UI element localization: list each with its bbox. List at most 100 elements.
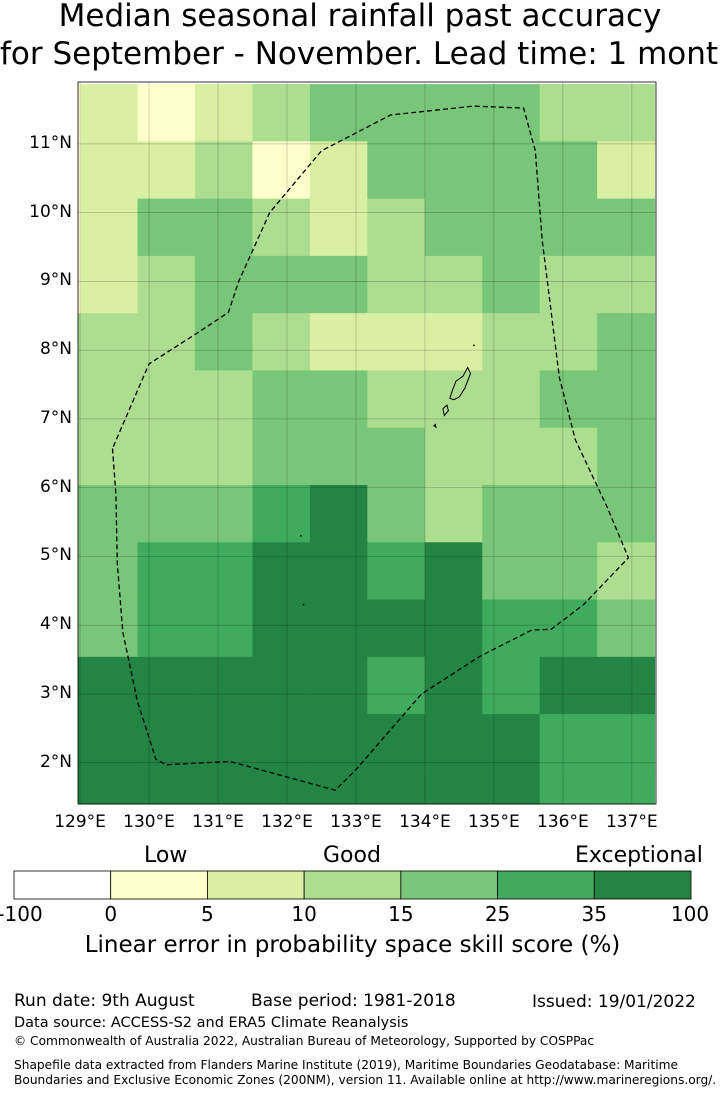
- grid-cell-edge: [78, 771, 81, 805]
- grid-cell: [194, 255, 253, 314]
- grid-cell: [539, 599, 598, 658]
- grid-cell: [539, 255, 598, 314]
- grid-cell: [597, 198, 656, 257]
- grid-cell-edge: [78, 198, 81, 257]
- grid-cell: [539, 771, 598, 805]
- colorbar-tick: 5: [201, 902, 214, 926]
- category-good: Good: [323, 843, 381, 868]
- copyright: © Commonwealth of Australia 2022, Austra…: [14, 1034, 595, 1048]
- grid-cell: [367, 198, 426, 257]
- grid-cell: [309, 198, 368, 257]
- grid-cell: [482, 656, 541, 715]
- lat-label-11n: 11°N: [29, 132, 72, 153]
- grid-cell: [597, 656, 656, 715]
- islet-dot: [473, 344, 475, 347]
- colorbar: [13, 870, 692, 900]
- grid-cell-edge: [78, 313, 81, 371]
- grid-cell: [80, 714, 139, 772]
- grid-cell: [597, 599, 656, 658]
- grid-cell: [424, 84, 483, 142]
- grid-cell: [137, 771, 196, 805]
- grid-cell: [597, 427, 656, 486]
- issued-date: Issued: 19/01/2022: [532, 992, 696, 1012]
- grid-cell: [194, 141, 253, 200]
- grid-cell: [194, 370, 253, 429]
- grid-cell: [539, 714, 598, 772]
- grid-cell: [252, 771, 311, 805]
- grid-cell: [482, 427, 541, 486]
- grid-cell: [252, 198, 311, 257]
- grid-cell: [424, 427, 483, 486]
- grid-cell: [539, 313, 598, 371]
- grid-cell: [80, 198, 139, 257]
- grid-cell: [252, 656, 311, 715]
- grid-cell: [539, 485, 598, 543]
- grid-cell: [309, 84, 368, 142]
- grid-cell: [137, 485, 196, 543]
- grid-cell: [539, 84, 598, 142]
- grid-cell-edge: [78, 656, 81, 715]
- grid-cell: [252, 714, 311, 772]
- lat-label-8n: 8°N: [39, 339, 72, 360]
- grid-cell: [309, 542, 368, 601]
- grid-cell: [309, 427, 368, 486]
- grid-cell: [80, 313, 139, 371]
- grid-cell: [80, 542, 139, 601]
- islet-dot: [302, 603, 305, 606]
- grid-cell-edge: [78, 370, 81, 429]
- grid-cell: [252, 427, 311, 486]
- colorbar-swatch: [110, 870, 208, 900]
- eez-boundary-line: [111, 105, 630, 791]
- grid-cell: [482, 714, 541, 772]
- grid-cell: [597, 485, 656, 543]
- colorbar-swatch: [13, 870, 112, 900]
- grid-cell: [597, 84, 656, 142]
- lat-label-4n: 4°N: [39, 614, 72, 635]
- category-low: Low: [144, 843, 188, 868]
- colorbar-tick: 25: [484, 902, 511, 926]
- grid-cell: [597, 255, 656, 314]
- grid-cell: [424, 599, 483, 658]
- grid-cell: [194, 313, 253, 371]
- grid-cell: [367, 427, 426, 486]
- grid-cell: [80, 485, 139, 543]
- grid-cell: [137, 198, 196, 257]
- grid-cell: [482, 370, 541, 429]
- grid-cell-edge: [78, 485, 81, 543]
- map-title-line1: Median seasonal rainfall past accuracy: [58, 0, 662, 34]
- colorbar-tick: 0: [104, 902, 118, 926]
- grid-cell: [424, 255, 483, 314]
- grid-cell: [137, 427, 196, 486]
- grid-cell: [80, 370, 139, 429]
- grid-cell: [80, 656, 139, 715]
- grid-cell-edge: [78, 714, 81, 772]
- grid-cell: [482, 313, 541, 371]
- grid-cell: [80, 141, 139, 200]
- grid-cell: [482, 771, 541, 805]
- grid-cell: [80, 599, 139, 658]
- grid-cell: [539, 198, 598, 257]
- grid-cell: [597, 370, 656, 429]
- grid-cell: [367, 656, 426, 715]
- colorbar-swatch: [497, 870, 595, 900]
- lat-label-6n: 6°N: [39, 476, 72, 497]
- grid-cell: [252, 599, 311, 658]
- grid-cell: [539, 656, 598, 715]
- island-outline: [433, 423, 437, 429]
- grid-cell: [137, 255, 196, 314]
- grid-cell: [482, 255, 541, 314]
- grid-cell: [367, 485, 426, 543]
- lon-label-137e: 137°E: [605, 812, 658, 832]
- grid-cell: [309, 370, 368, 429]
- base-period: Base period: 1981-2018: [251, 991, 456, 1011]
- grid-cell: [424, 542, 483, 601]
- grid-cell: [367, 84, 426, 142]
- lat-label-3n: 3°N: [39, 682, 72, 703]
- grid-cell: [539, 370, 598, 429]
- lon-label-131e: 131°E: [192, 812, 244, 832]
- grid-cell: [539, 427, 598, 486]
- graticule: [78, 82, 656, 804]
- lon-label-136e: 136°E: [537, 812, 589, 832]
- grid-cell: [482, 599, 541, 658]
